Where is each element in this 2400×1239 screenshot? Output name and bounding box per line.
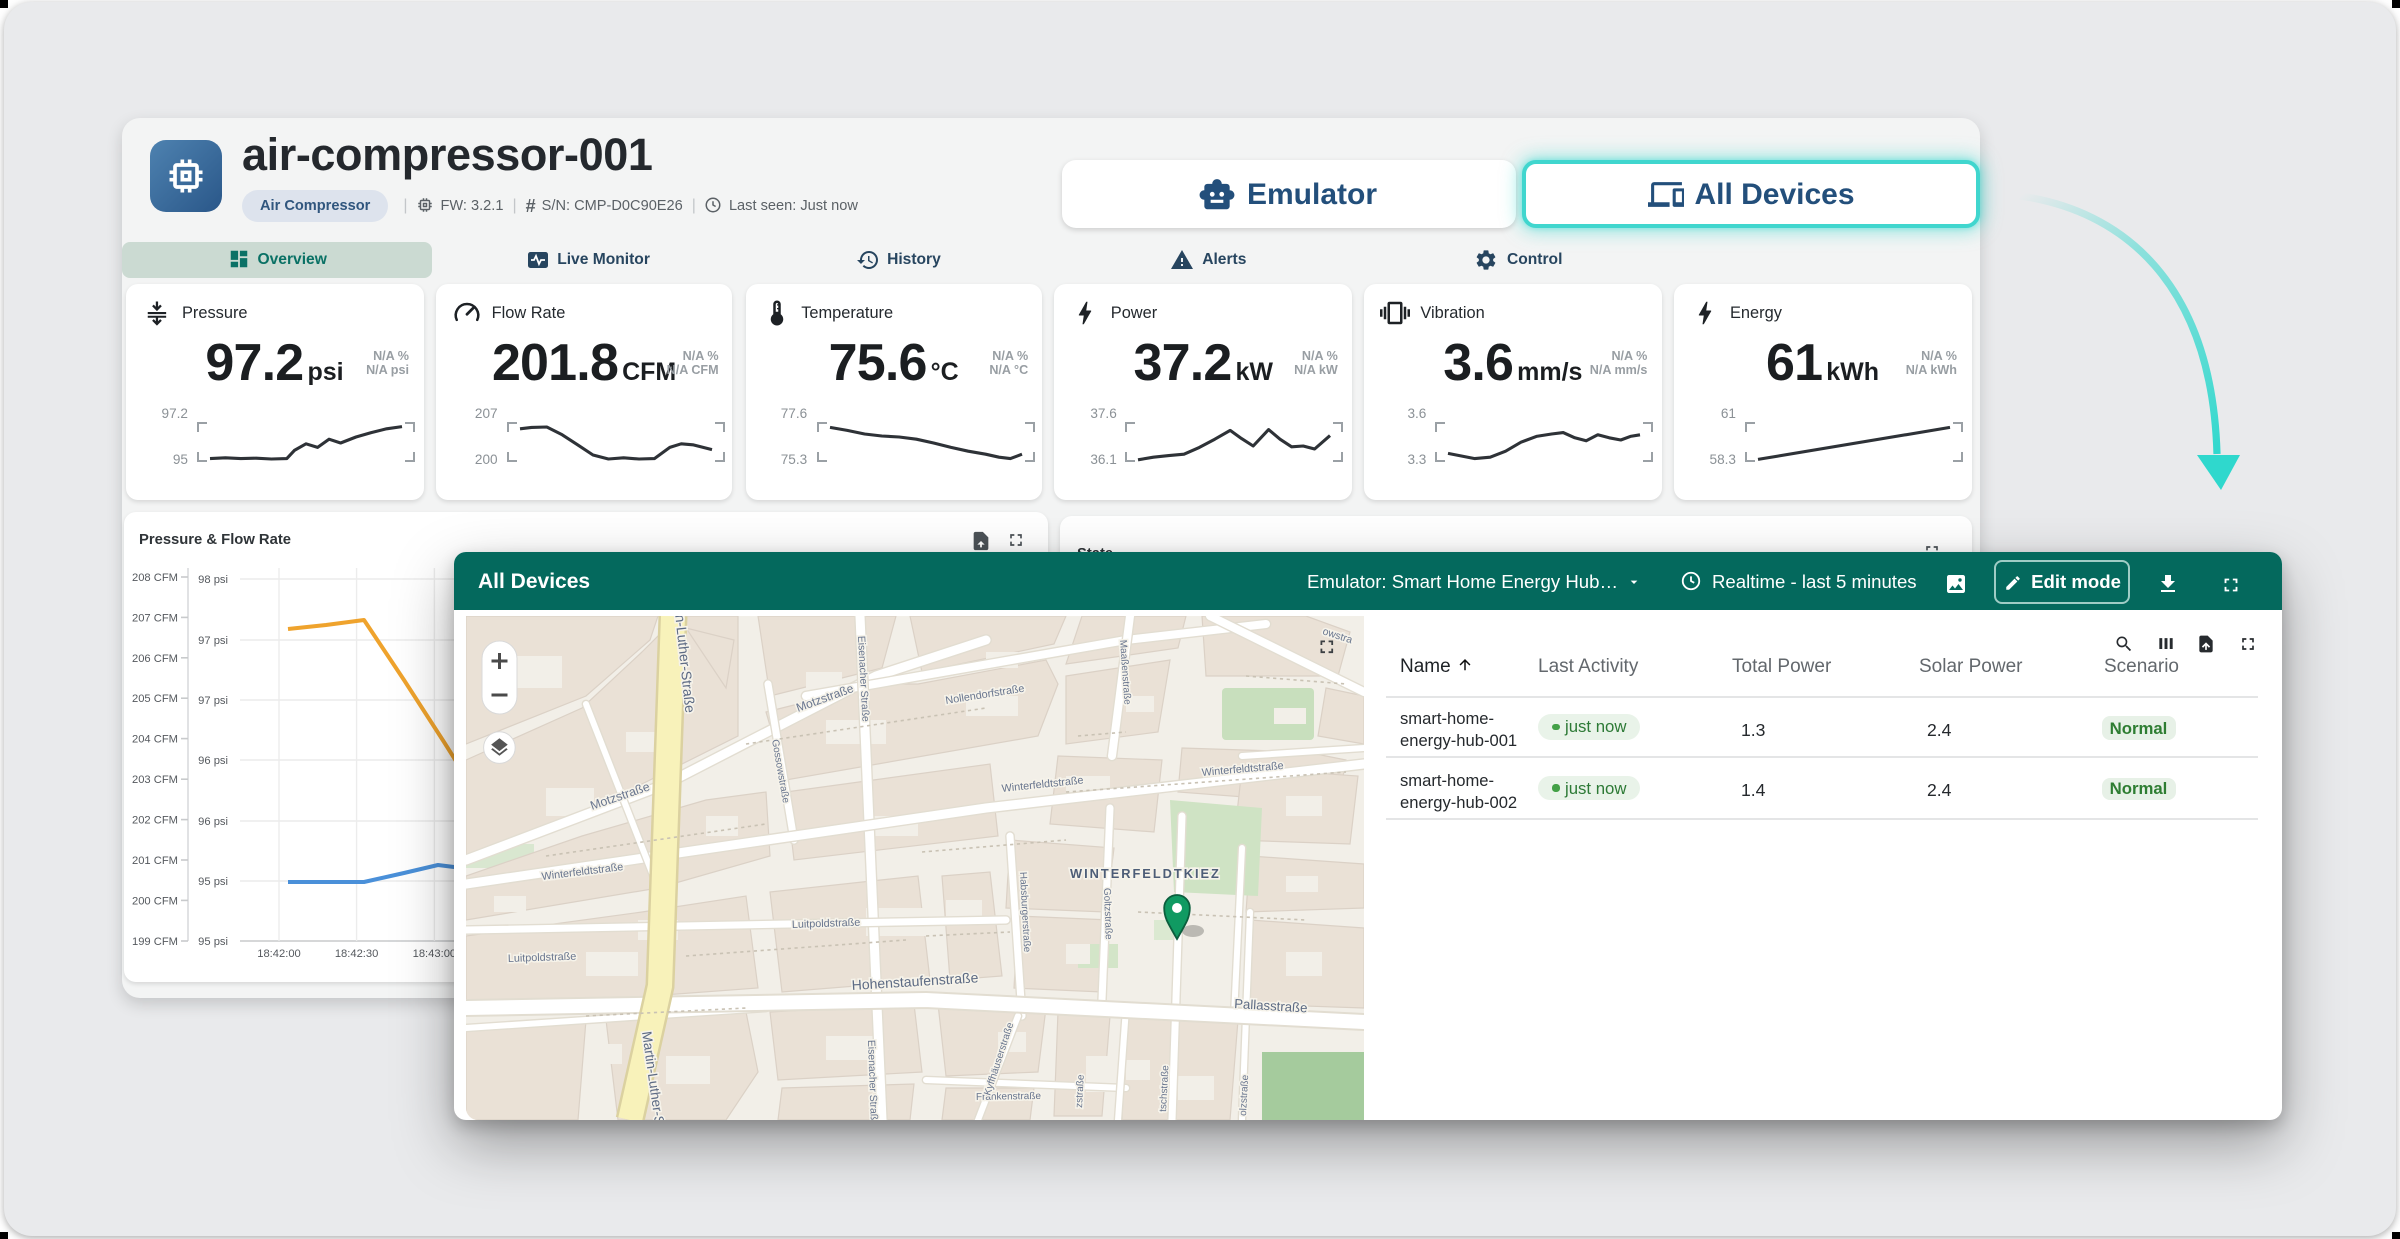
svg-text:Luitpoldstraße: Luitpoldstraße [791,917,860,931]
svg-text:206 CFM: 206 CFM [131,653,177,665]
svg-text:WINTERFELDTKIEZ: WINTERFELDTKIEZ [1069,866,1220,881]
svg-text:Maaßenstraße: Maaßenstraße [1116,639,1132,705]
svg-text:Frankenstraße: Frankenstraße [975,1091,1041,1103]
svg-text:Pallasstraße: Pallasstraße [1233,996,1307,1015]
svg-text:zstraße: zstraße [1073,1074,1086,1108]
svg-text:201 CFM: 201 CFM [131,855,177,867]
svg-text:97 psi: 97 psi [197,695,227,707]
svg-text:208 CFM: 208 CFM [131,572,177,584]
svg-text:98 psi: 98 psi [197,574,227,586]
svg-text:204 CFM: 204 CFM [131,734,177,746]
svg-text:96 psi: 96 psi [197,816,227,828]
svg-text:Eisenacher Straße: Eisenacher Straße [864,1040,878,1120]
svg-text:96 psi: 96 psi [197,755,227,767]
svg-text:Goltzstraße: Goltzstraße [1100,888,1113,940]
svg-text:18:42:00: 18:42:00 [256,948,300,960]
svg-text:18:42:30: 18:42:30 [334,948,378,960]
svg-text:tschstraße: tschstraße [1157,1065,1170,1113]
svg-text:205 CFM: 205 CFM [131,693,177,705]
svg-text:95 psi: 95 psi [197,936,227,948]
svg-text:200 CFM: 200 CFM [131,895,177,907]
svg-text:97 psi: 97 psi [197,635,227,647]
svg-text:207 CFM: 207 CFM [131,612,177,624]
svg-text:18:43:00: 18:43:00 [412,948,456,960]
svg-text:199 CFM: 199 CFM [131,936,177,948]
svg-text:Luitpoldstraße: Luitpoldstraße [507,951,576,965]
svg-text:203 CFM: 203 CFM [131,774,177,786]
svg-text:olzstraße: olzstraße [1237,1074,1250,1116]
svg-text:202 CFM: 202 CFM [131,815,177,827]
svg-text:95 psi: 95 psi [197,876,227,888]
